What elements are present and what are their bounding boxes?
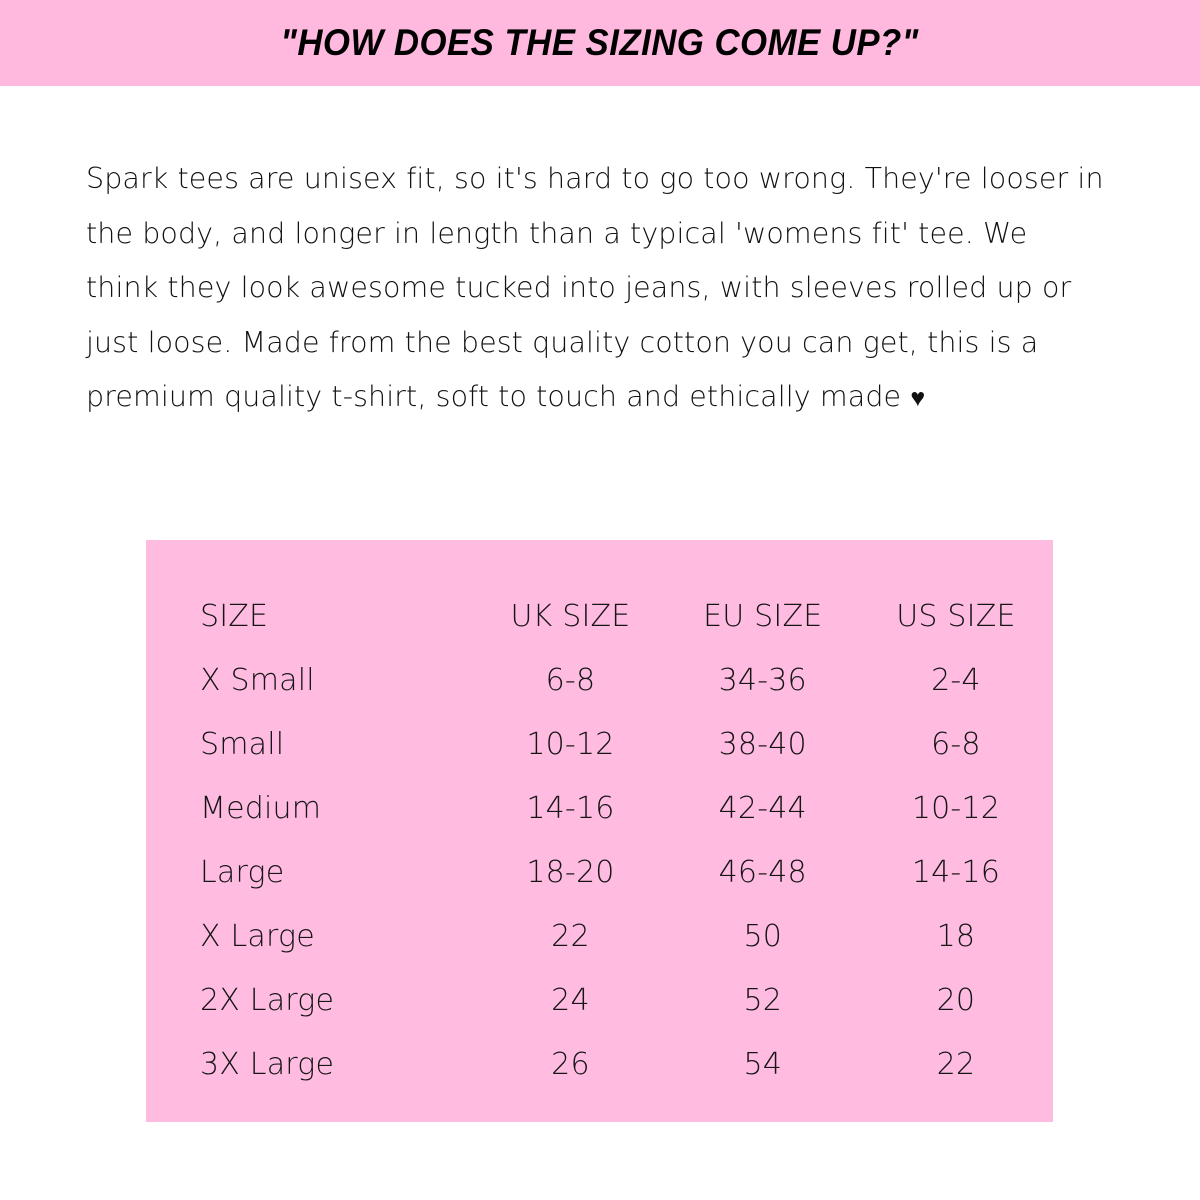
- intro-paragraph: Spark tees are unisex fit, so it's hard …: [86, 152, 1106, 425]
- table-row: Medium 14-16 42-44 10-12: [146, 776, 1053, 840]
- cell-eu: 34-36: [718, 662, 807, 698]
- cell-eu: 52: [743, 982, 783, 1018]
- cell-uk: 22: [551, 918, 590, 954]
- cell-eu: 46-48: [718, 854, 807, 890]
- column-header-us-size: US SIZE: [896, 598, 1016, 634]
- cell-us: 18: [936, 918, 976, 954]
- cell-us: 10-12: [911, 790, 1001, 826]
- page-header-band: "HOW DOES THE SIZING COME UP?": [0, 0, 1200, 86]
- cell-us: 20: [936, 982, 976, 1018]
- table-row: 2X Large 24 52 20: [146, 968, 1053, 1032]
- cell-eu: 54: [743, 1046, 783, 1082]
- cell-us: 2-4: [931, 662, 981, 698]
- table-header-row: SIZE UK SIZE EU SIZE US SIZE: [146, 584, 1053, 648]
- cell-us: 14-16: [911, 854, 1001, 890]
- table-row: Large 18-20 46-48 14-16: [146, 840, 1053, 904]
- cell-uk: 6-8: [545, 662, 596, 698]
- intro-paragraph-text: Spark tees are unisex fit, so it's hard …: [86, 162, 1104, 413]
- cell-size: X Large: [200, 918, 315, 954]
- column-header-uk-size: UK SIZE: [510, 598, 631, 634]
- heart-icon: ♥: [910, 383, 926, 412]
- cell-eu: 38-40: [718, 726, 807, 762]
- cell-uk: 24: [551, 982, 590, 1018]
- cell-size: Large: [200, 854, 285, 890]
- cell-size: 3X Large: [200, 1046, 335, 1082]
- page-title: "HOW DOES THE SIZING COME UP?": [280, 22, 920, 63]
- cell-size: Medium: [200, 790, 322, 826]
- cell-size: X Small: [200, 662, 315, 698]
- cell-uk: 10-12: [526, 726, 615, 762]
- cell-eu: 42-44: [718, 790, 807, 826]
- cell-uk: 26: [551, 1046, 590, 1082]
- column-header-size: SIZE: [200, 598, 269, 634]
- size-chart-panel: SIZE UK SIZE EU SIZE US SIZE X Small 6-8…: [146, 540, 1053, 1122]
- cell-eu: 50: [743, 918, 783, 954]
- table-row: Small 10-12 38-40 6-8: [146, 712, 1053, 776]
- cell-size: Small: [200, 726, 285, 762]
- table-row: X Small 6-8 34-36 2-4: [146, 648, 1053, 712]
- table-row: X Large 22 50 18: [146, 904, 1053, 968]
- cell-uk: 14-16: [526, 790, 615, 826]
- cell-us: 6-8: [931, 726, 981, 762]
- table-row: 3X Large 26 54 22: [146, 1032, 1053, 1096]
- size-chart-body: X Small 6-8 34-36 2-4 Small 10-12 38-40 …: [146, 648, 1053, 1096]
- column-header-eu-size: EU SIZE: [703, 598, 823, 634]
- size-chart-header: SIZE UK SIZE EU SIZE US SIZE: [146, 584, 1053, 648]
- cell-size: 2X Large: [200, 982, 335, 1018]
- cell-uk: 18-20: [526, 854, 615, 890]
- cell-us: 22: [936, 1046, 976, 1082]
- size-chart-table: SIZE UK SIZE EU SIZE US SIZE X Small 6-8…: [146, 584, 1053, 1096]
